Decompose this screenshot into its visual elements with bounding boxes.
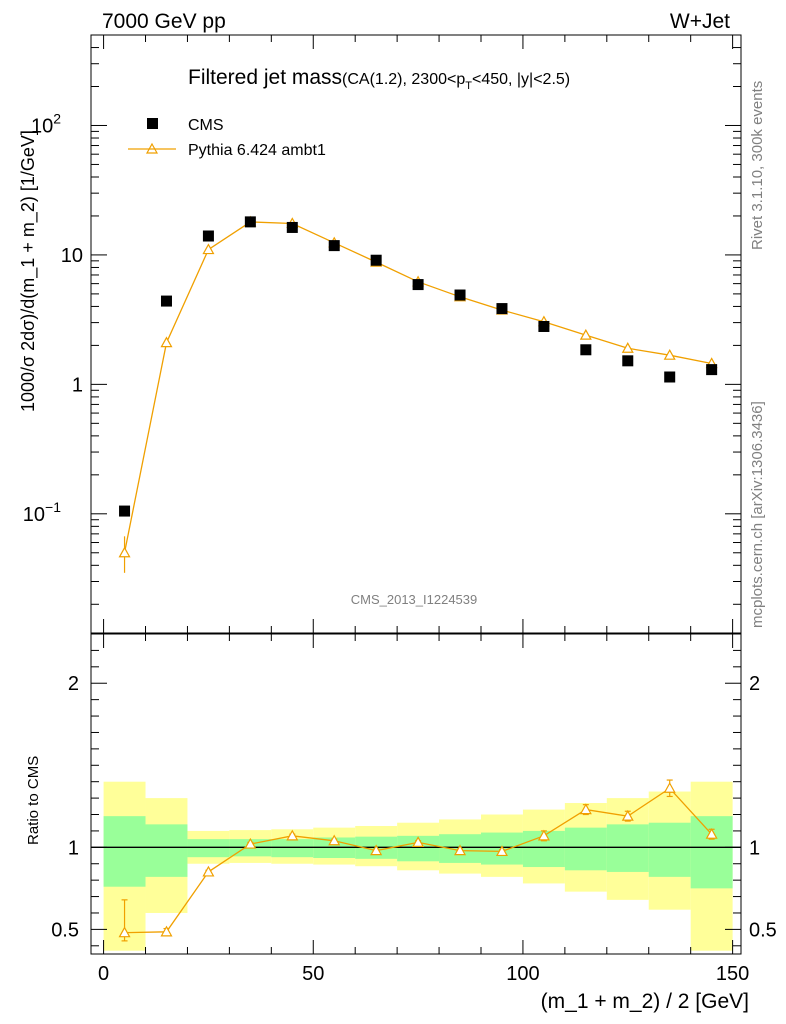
- pythia-point: [160, 336, 173, 348]
- cms-point: [160, 295, 172, 307]
- ratio-pythia-point: [160, 925, 173, 937]
- cms-point: [496, 303, 508, 315]
- x-tick-label: 50: [302, 963, 324, 985]
- pythia-point: [579, 328, 592, 340]
- ratio-inner-band: [564, 827, 607, 871]
- x-axis-label: (m_1 + m_2) / 2 [GeV]: [541, 990, 749, 1013]
- ratio-inner-band: [103, 816, 146, 887]
- legend-cms-label: CMS: [188, 117, 224, 134]
- ratio-frame: [90, 633, 742, 955]
- ratio-pythia-point: [621, 809, 634, 821]
- ratio-inner-band: [690, 816, 733, 889]
- x-tick-label: 100: [506, 963, 539, 985]
- ratio-inner-band: [648, 822, 691, 877]
- ratio-pythia-point: [118, 926, 131, 938]
- main-panel: 10−1 1 10 102 Filtered jet mass(CA(1.2), 23…: [18, 34, 742, 634]
- pythia-line: [123, 221, 712, 553]
- cms-point: [412, 279, 424, 291]
- analysis-label: CMS_2013_I1224539: [351, 592, 478, 607]
- pythia-point: [118, 546, 131, 558]
- cms-point: [664, 371, 676, 383]
- ratio-inner-band: [187, 839, 230, 858]
- cms-point: [580, 344, 592, 356]
- cms-point: [370, 254, 382, 266]
- main-y-tick-label: 102: [31, 110, 61, 137]
- ratio-y-tick-label-left: 1: [68, 837, 79, 859]
- main-frame: [90, 34, 742, 634]
- header-left: 7000 GeV pp: [102, 10, 226, 33]
- cms-point: [622, 355, 634, 367]
- main-y-axis-label: 1000/σ 2dσ)/d(m_1 + m_2) [1/GeV]: [18, 130, 39, 412]
- main-y-tick-label: 10−1: [23, 499, 61, 526]
- ratio-y-tick-label-right: 1: [749, 837, 760, 859]
- legend-cms-marker: [147, 118, 158, 129]
- ratio-y-axis-label: Ratio to CMS: [25, 756, 42, 845]
- legend: CMS Pythia 6.424 ambt1: [128, 117, 326, 159]
- ratio-y-tick-label-right: 2: [749, 673, 760, 695]
- ratio-pythia-point: [663, 782, 676, 793]
- pythia-point: [621, 342, 634, 353]
- ratio-pythia-point: [286, 829, 299, 841]
- mcplots-label: mcplots.cern.ch [arXiv:1306.3436]: [749, 401, 766, 628]
- ratio-pythia-point: [370, 844, 383, 856]
- pythia-point: [663, 348, 676, 360]
- rivet-label: Rivet 3.1.10, 300k events: [749, 81, 766, 250]
- cms-point: [119, 505, 131, 517]
- cms-point: [244, 216, 256, 228]
- ratio-inner-band: [145, 824, 188, 877]
- cms-point: [328, 240, 340, 252]
- x-tick-label: 150: [716, 963, 749, 985]
- ratio-y-tick-label-left: 2: [68, 673, 79, 695]
- pythia-point: [202, 243, 215, 255]
- legend-pythia-label: Pythia 6.424 ambt1: [188, 142, 326, 159]
- x-tick-label: 0: [98, 963, 109, 985]
- cms-point: [454, 289, 466, 301]
- ratio-pythia-point: [705, 827, 718, 839]
- ratio-pythia-point: [244, 837, 257, 849]
- ratio-pythia-point: [454, 844, 467, 856]
- ratio-y-tick-label-right: 0.5: [749, 919, 777, 941]
- chart-title: Filtered jet mass(CA(1.2), 2300<pT<450, …: [188, 66, 570, 92]
- legend-pythia-marker: [145, 142, 159, 154]
- ratio-pythia-point: [579, 803, 592, 815]
- cms-point: [706, 364, 718, 376]
- cms-point: [202, 230, 214, 242]
- main-y-tick-label: 10: [61, 245, 83, 267]
- ratio-inner-band: [606, 824, 649, 872]
- ratio-pythia-point: [537, 829, 550, 841]
- ratio-inner-band: [271, 839, 314, 858]
- ratio-pythia-point: [202, 865, 215, 877]
- ratio-y-tick-label-left: 0.5: [51, 919, 79, 941]
- header-right: W+Jet: [670, 10, 730, 33]
- ratio-pythia-point: [495, 845, 508, 857]
- main-y-tick-label: 1: [72, 374, 83, 396]
- ratio-pythia-point: [328, 834, 341, 846]
- cms-point: [538, 320, 550, 332]
- cms-point: [286, 221, 298, 233]
- ratio-pythia-point: [412, 836, 425, 848]
